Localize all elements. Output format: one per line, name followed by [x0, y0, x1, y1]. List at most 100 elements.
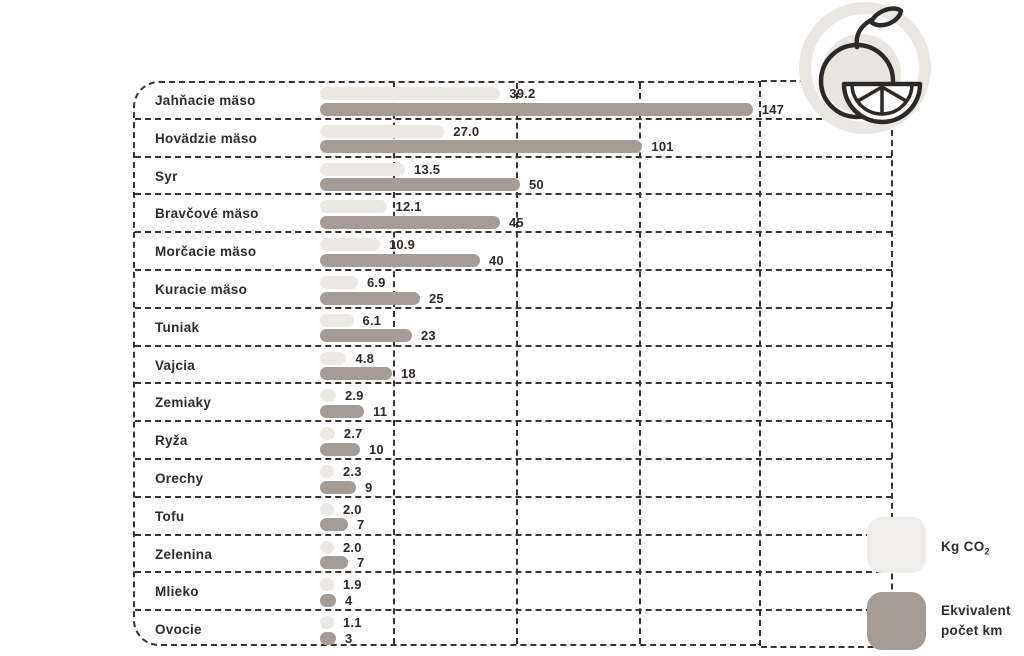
- km-bar: [320, 329, 412, 343]
- km-bar: [320, 404, 364, 418]
- km-bar: [320, 442, 360, 456]
- km-bar: [320, 367, 392, 381]
- co2-value-label: 2.3: [343, 464, 362, 479]
- km-bar: [320, 253, 480, 267]
- co2-bar: [320, 276, 358, 289]
- co2-value-label: 39.2: [509, 86, 536, 101]
- category-label: Hovädzie mäso: [155, 130, 258, 146]
- co2-value-label: 12.1: [395, 199, 422, 215]
- co2-value-label: 27.0: [453, 123, 480, 139]
- category-label: Tuniak: [155, 319, 200, 335]
- row-separator-line: [135, 382, 892, 385]
- km-value-label: 7: [357, 555, 365, 571]
- co2-value-label: 2.0: [343, 501, 362, 517]
- co2-value-label: 6.9: [366, 275, 386, 290]
- co2-bar: [320, 200, 387, 214]
- category-label: Jahňacie mäso: [155, 93, 256, 108]
- category-label: Orechy: [155, 471, 204, 486]
- km-value-label: 10: [369, 441, 384, 457]
- chart-border-box: [133, 81, 761, 646]
- co2-value-label: 2.0: [343, 539, 362, 555]
- vertical-gridline: [639, 83, 641, 644]
- row-separator-line: [135, 269, 892, 271]
- km-value-label: 40: [489, 252, 504, 268]
- legend-label-km-line1: Ekvivalent: [941, 603, 1011, 618]
- row-separator-line: [135, 344, 892, 347]
- km-value-label: 11: [373, 403, 388, 419]
- legend-swatch-co2: [867, 517, 926, 573]
- co2-value-label: 1.9: [343, 577, 362, 593]
- row-separator-line: [135, 420, 892, 423]
- km-bar: [320, 178, 520, 192]
- km-value-label: 101: [651, 139, 674, 155]
- category-label: Morčacie mäso: [155, 244, 257, 260]
- row-separator-line: [135, 117, 892, 120]
- km-bar: [320, 102, 753, 116]
- row-separator-line: [135, 231, 892, 234]
- km-bar: [320, 215, 500, 229]
- category-label: Bravčové mäso: [155, 206, 259, 222]
- co2-bar: [320, 389, 336, 403]
- row-separator-line: [135, 306, 892, 309]
- co2-bar: [320, 578, 334, 592]
- km-value-label: 18: [401, 366, 416, 382]
- category-label: Tofu: [155, 508, 185, 524]
- co2-value-label: 2.7: [343, 426, 363, 442]
- co2-value-label: 2.9: [344, 388, 364, 404]
- km-value-label: 7: [357, 517, 365, 533]
- legend-label-km: Ekvivalent počet km: [941, 601, 1011, 641]
- category-label: Mlieko: [155, 584, 199, 600]
- km-bar: [320, 140, 643, 154]
- row-separator-line: [135, 193, 892, 196]
- legend-rail-line: [891, 130, 893, 650]
- co2-value-label: 4.8: [355, 350, 375, 366]
- km-bar: [320, 291, 420, 305]
- km-value-label: 4: [345, 592, 353, 608]
- km-value-label: 45: [509, 214, 524, 230]
- bottom-edge-extension: [761, 646, 893, 648]
- legend-swatch-km: [867, 592, 926, 650]
- km-value-label: 3: [345, 630, 353, 646]
- category-label: Zemiaky: [155, 395, 212, 411]
- co2-bar: [320, 540, 334, 554]
- km-value-label: 50: [529, 177, 544, 193]
- category-label: Kuracie mäso: [155, 282, 248, 297]
- co2-bar: [320, 124, 445, 138]
- km-value-label: 147: [761, 101, 785, 117]
- category-label: Ryža: [155, 433, 188, 449]
- km-value-label: 25: [429, 290, 444, 306]
- row-separator-line: [135, 571, 892, 574]
- co2-value-label: 13.5: [414, 161, 441, 177]
- legend-label-co2: Kg CO2: [941, 537, 990, 562]
- co2-value-label: 6.1: [362, 312, 382, 328]
- co2-bar: [320, 616, 334, 630]
- co2-bar: [320, 465, 334, 478]
- km-bar: [320, 480, 356, 494]
- category-label: Syr: [155, 168, 178, 184]
- co2-value-label: 10.9: [388, 237, 416, 253]
- orange-fruit-icon: [795, 0, 935, 140]
- km-value-label: 23: [421, 328, 436, 344]
- km-bar: [320, 518, 348, 532]
- row-separator-line: [135, 155, 892, 158]
- category-label: Zelenina: [155, 546, 213, 562]
- co2-bar: [320, 313, 354, 327]
- row-separator-line: [135, 458, 892, 460]
- vertical-gridline: [516, 83, 518, 644]
- row-separator-line: [135, 495, 892, 498]
- category-label: Ovocie: [155, 622, 202, 638]
- legend-label-km-line2: počet km: [941, 623, 1003, 638]
- km-value-label: 9: [365, 479, 373, 495]
- co2-bar: [320, 502, 334, 516]
- vertical-gridline: [393, 83, 395, 644]
- co2-bar: [320, 351, 347, 365]
- co2-bar: [320, 238, 380, 252]
- co2-bar: [320, 162, 406, 176]
- co2-value-label: 1.1: [343, 615, 362, 631]
- co2-bar: [320, 87, 501, 100]
- legend-label-co2-text: Kg CO: [941, 539, 985, 554]
- co2-bar: [320, 427, 335, 441]
- row-separator-line: [135, 609, 892, 612]
- orange-fruit-icon-svg: [799, 2, 931, 134]
